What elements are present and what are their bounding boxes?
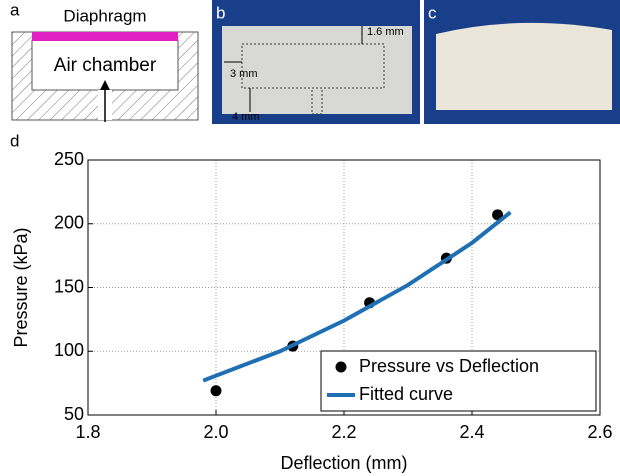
diaphragm-label: Diaphragm (63, 6, 146, 25)
data-point (210, 385, 222, 397)
x-tick-label: 2.4 (459, 422, 484, 442)
data-point (492, 209, 504, 221)
legend-label: Fitted curve (359, 384, 453, 404)
y-axis-label: Pressure (kPa) (11, 227, 31, 347)
panel-label: b (216, 3, 225, 22)
channel (311, 87, 323, 115)
x-tick-label: 2.0 (203, 422, 228, 442)
panel-b: b 1.6 mm 3 mm 4 mm (212, 0, 420, 124)
arrow-head (100, 80, 110, 90)
panel-a: a Diaphragm Air chamber (10, 0, 199, 122)
chamber-label: Air chamber (54, 55, 157, 76)
y-tick-label: 100 (54, 340, 84, 360)
panel-label: c (428, 3, 437, 22)
panel-c: c (424, 0, 620, 124)
dimension: 4 mm (232, 111, 260, 123)
dimension: 3 mm (230, 68, 258, 80)
y-tick-label: 200 (54, 213, 84, 233)
chart: 50 100 150 200 250 1.8 2.0 2.2 2.4 2.6 Deflection … (11, 149, 613, 473)
x-tick-label: 2.2 (331, 422, 356, 442)
panel-label: a (10, 0, 20, 19)
legend (320, 350, 597, 412)
plot-frame (87, 159, 601, 416)
fit-line (202, 210, 512, 383)
sample (222, 26, 412, 114)
panel-label: d (10, 131, 19, 150)
x-tick-label: 2.6 (587, 422, 612, 442)
sample (436, 22, 612, 111)
y-tick-label: 150 (54, 276, 84, 296)
dimension: 1.6 mm (367, 26, 404, 38)
y-tick-label: 250 (54, 149, 84, 169)
legend-marker (335, 361, 347, 373)
x-axis-label: Deflection (mm) (280, 453, 407, 473)
x-tick-label: 1.8 (75, 422, 100, 442)
diaphragm (32, 32, 178, 41)
legend-label: Pressure vs Deflection (359, 356, 539, 376)
y-tick-label: 50 (64, 404, 84, 424)
